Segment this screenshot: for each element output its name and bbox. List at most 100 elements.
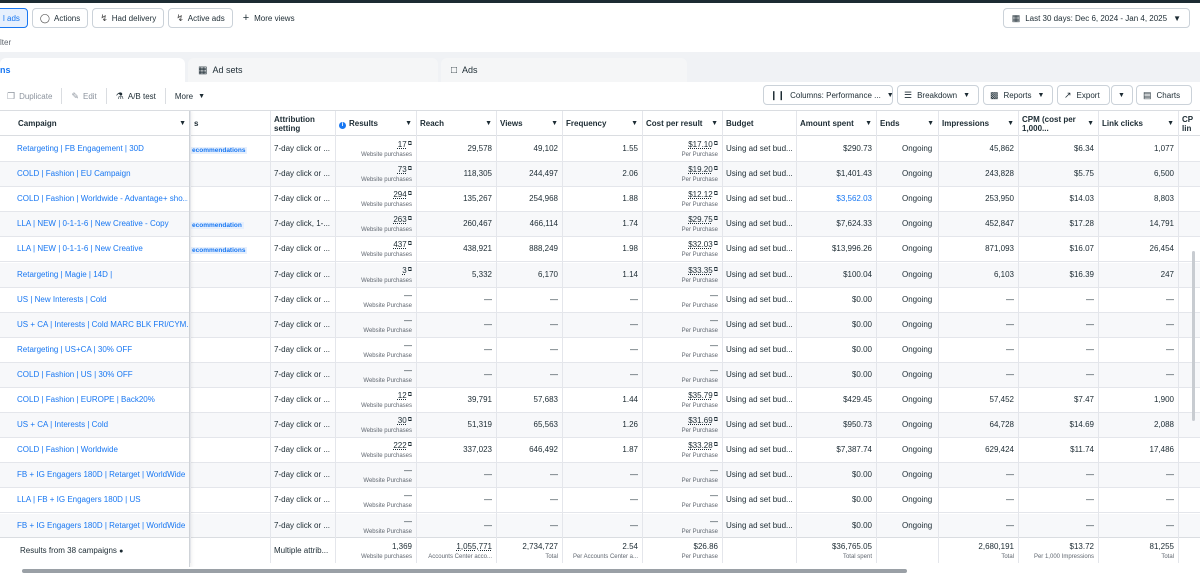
table-row[interactable]: FB + IG Engagers 180D | Retarget | World…	[0, 513, 1200, 539]
table-row[interactable]: LLA | NEW | 0-1-1-6 | New Creative ecomme…	[0, 237, 1200, 263]
col-header-ends[interactable]: Ends ▼	[876, 111, 938, 136]
edit-button[interactable]: ✎ Edit	[64, 86, 103, 106]
table-row[interactable]: LLA | FB + IG Engagers 180D | US 7-day cl…	[0, 488, 1200, 514]
more-button[interactable]: More ▼	[168, 86, 212, 106]
campaign-name-link[interactable]: COLD | Fashion | US | 30% OFF	[17, 369, 133, 379]
table-row[interactable]: COLD | Fashion | EU Campaign 7-day click …	[0, 162, 1200, 188]
column-divider	[416, 111, 417, 563]
recommendations-badge[interactable]: ecommendations	[190, 147, 248, 154]
column-divider	[796, 111, 797, 563]
col-header-amount-spent[interactable]: Amount spent ▼	[796, 111, 876, 136]
cell-link-clicks-value: 247	[1160, 269, 1174, 279]
cell-amount-spent: $7,624.33	[796, 212, 872, 237]
vertical-scrollbar[interactable]	[1192, 251, 1195, 421]
export-button[interactable]: ↗ Export	[1057, 85, 1110, 105]
export-menu-button[interactable]: ▼	[1111, 85, 1133, 105]
date-range-picker[interactable]: ▦ Last 30 days: Dec 6, 2024 - Jan 4, 2025…	[1002, 8, 1190, 28]
col-header-cpm[interactable]: CPM (cost per 1,000... ▼	[1018, 111, 1098, 136]
cell-results-value: —	[404, 365, 412, 375]
col-header-budget[interactable]: Budget	[722, 111, 796, 136]
cell-cost-per-result: $33.35⧉ Per Purchase	[642, 263, 718, 288]
col-header-views[interactable]: Views ▼	[496, 111, 562, 136]
cell-budget: Using ad set bud...	[726, 187, 796, 212]
recommendations-badge[interactable]: ecommendations	[190, 247, 248, 255]
cell-reach-value: 39,791	[467, 395, 492, 404]
table-row[interactable]: COLD | Fashion | Worldwide 7-day click or…	[0, 438, 1200, 464]
campaign-name-link[interactable]: LLA | NEW | 0-1-1-6 | New Creative - Cop…	[17, 219, 169, 229]
campaign-name-link[interactable]: LLA | FB + IG Engagers 180D | US	[17, 495, 141, 505]
cell-link-clicks: 6,500	[1098, 162, 1174, 187]
cell-reach-value: 135,267	[463, 194, 492, 204]
columns-button[interactable]: ❙❙ Columns: Performance ... ▼	[763, 85, 894, 105]
table-row[interactable]: COLD | Fashion | US | 30% OFF 7-day click…	[0, 362, 1200, 388]
col-header-link-clicks[interactable]: Link clicks ▼	[1098, 111, 1178, 136]
campaign-name-link[interactable]: Retargeting | FB Engagement | 30D	[17, 144, 144, 153]
table-row[interactable]: COLD | Fashion | Worldwide - Advantage+ …	[0, 187, 1200, 213]
cell-impressions: —	[938, 338, 1014, 363]
reports-button[interactable]: ▩ Reports ▼	[983, 85, 1053, 105]
campaign-name-link[interactable]: Retargeting | US+CA | 30% OFF	[17, 344, 133, 354]
cell-amount-spent: $7,387.74	[796, 438, 872, 463]
campaign-name-link[interactable]: US + CA | Interests | Cold	[17, 420, 109, 430]
cell-cpm: $6.34	[1018, 137, 1094, 162]
campaign-name-link[interactable]: COLD | Fashion | Worldwide - Advantage+ …	[17, 194, 188, 204]
cell-link-clicks-value: 8,803	[1153, 194, 1174, 204]
campaign-name-link[interactable]: COLD | Fashion | Worldwide	[17, 445, 118, 455]
col-header-impressions[interactable]: Impressions ▼	[938, 111, 1018, 136]
cell-budget-value: Using ad set bud...	[726, 269, 793, 279]
campaign-name-link[interactable]: US + CA | Interests | Cold MARC BLK FRI/…	[17, 319, 188, 329]
table-row[interactable]: US | New Interests | Cold 7-day click or …	[0, 288, 1200, 313]
tab-ads[interactable]: □ Ads	[441, 58, 687, 82]
search-filter-input[interactable]: lter	[0, 38, 12, 47]
chip-had-delivery[interactable]: ↯ Had delivery	[92, 8, 165, 28]
table-row[interactable]: COLD | Fashion | EUROPE | Back20% 7-day c…	[0, 388, 1200, 413]
tab-campaigns[interactable]: ns	[0, 58, 185, 82]
cell-amount-spent-value: $0.00	[851, 369, 872, 379]
col-header-cost-per-link[interactable]: CP lin	[1178, 111, 1200, 136]
table-row[interactable]: LLA | NEW | 0-1-1-6 | New Creative - Cop…	[0, 212, 1200, 238]
cell-cpm: $16.39	[1018, 263, 1094, 288]
table-row[interactable]: Retargeting | US+CA | 30% OFF 7-day click…	[0, 338, 1200, 363]
col-header-campaign[interactable]: Campaign ▼	[14, 111, 190, 136]
cell-impressions-value: —	[1006, 369, 1014, 379]
chip-active-ads[interactable]: ↯ Active ads	[168, 8, 233, 28]
cell-attribution-value: 7-day click or ...	[274, 319, 331, 329]
cell-results: — Website Purchase	[335, 313, 412, 338]
cell-ends: Ongoing	[902, 363, 938, 388]
campaign-name-link[interactable]: FB + IG Engagers 180D | Retarget | World…	[17, 520, 186, 530]
table-row[interactable]: Retargeting | Magie | 14D | 7-day click o…	[0, 262, 1200, 288]
table-row[interactable]: US + CA | Interests | Cold MARC BLK FRI/…	[0, 312, 1200, 338]
campaign-name-link[interactable]: Retargeting | Magie | 14D |	[17, 269, 113, 279]
cell-frequency-value: —	[630, 294, 638, 304]
col-header-reach[interactable]: Reach ▼	[416, 111, 496, 136]
table-row[interactable]: Retargeting | FB Engagement | 30D ecommen…	[0, 137, 1200, 162]
campaign-name-link[interactable]: COLD | Fashion | EUROPE | Back20%	[17, 395, 155, 404]
campaign-name-link[interactable]: US | New Interests | Cold	[17, 294, 107, 304]
cell-reach-value: —	[484, 319, 492, 329]
col-header-attribution[interactable]: Attribution setting	[270, 111, 335, 136]
square-icon: □	[451, 64, 458, 76]
table-row[interactable]: US + CA | Interests | Cold 7-day click or…	[0, 413, 1200, 439]
table-row[interactable]: FB + IG Engagers 180D | Retarget | World…	[0, 463, 1200, 489]
cell-frequency-value: —	[630, 369, 638, 379]
breakdown-button[interactable]: ☰ Breakdown ▼	[897, 85, 979, 105]
tab-ad-sets[interactable]: ▦ Ad sets	[188, 58, 438, 82]
ab-test-button[interactable]: ⚗ A/B test	[109, 86, 163, 106]
col-header-results[interactable]: i Results ▼	[335, 111, 416, 136]
cell-budget-value: Using ad set bud...	[726, 244, 793, 254]
chip-actions[interactable]: ◯ Actions	[31, 8, 89, 28]
more-views-button[interactable]: + More views	[243, 12, 295, 24]
col-header-cost-per-result[interactable]: Cost per result ▼	[642, 111, 722, 136]
campaign-name-link[interactable]: FB + IG Engagers 180D | Retarget | World…	[17, 470, 188, 480]
chip-all-ads[interactable]: l ads	[0, 8, 28, 28]
charts-label: Charts	[1156, 90, 1181, 100]
col-header-frequency[interactable]: Frequency ▼	[562, 111, 642, 136]
duplicate-button[interactable]: ❐ Duplicate	[0, 86, 59, 106]
charts-button[interactable]: ▤ Charts	[1136, 85, 1192, 105]
horizontal-scrollbar[interactable]	[22, 569, 907, 573]
col-header-delivery[interactable]: s	[190, 111, 270, 136]
recommendations-badge[interactable]: ecommendation	[190, 222, 244, 230]
campaign-name-link[interactable]: LLA | NEW | 0-1-1-6 | New Creative	[17, 244, 143, 254]
campaign-name-link[interactable]: COLD | Fashion | EU Campaign	[17, 169, 131, 179]
cell-cost-per-result-subtitle: Per Purchase	[681, 503, 718, 510]
